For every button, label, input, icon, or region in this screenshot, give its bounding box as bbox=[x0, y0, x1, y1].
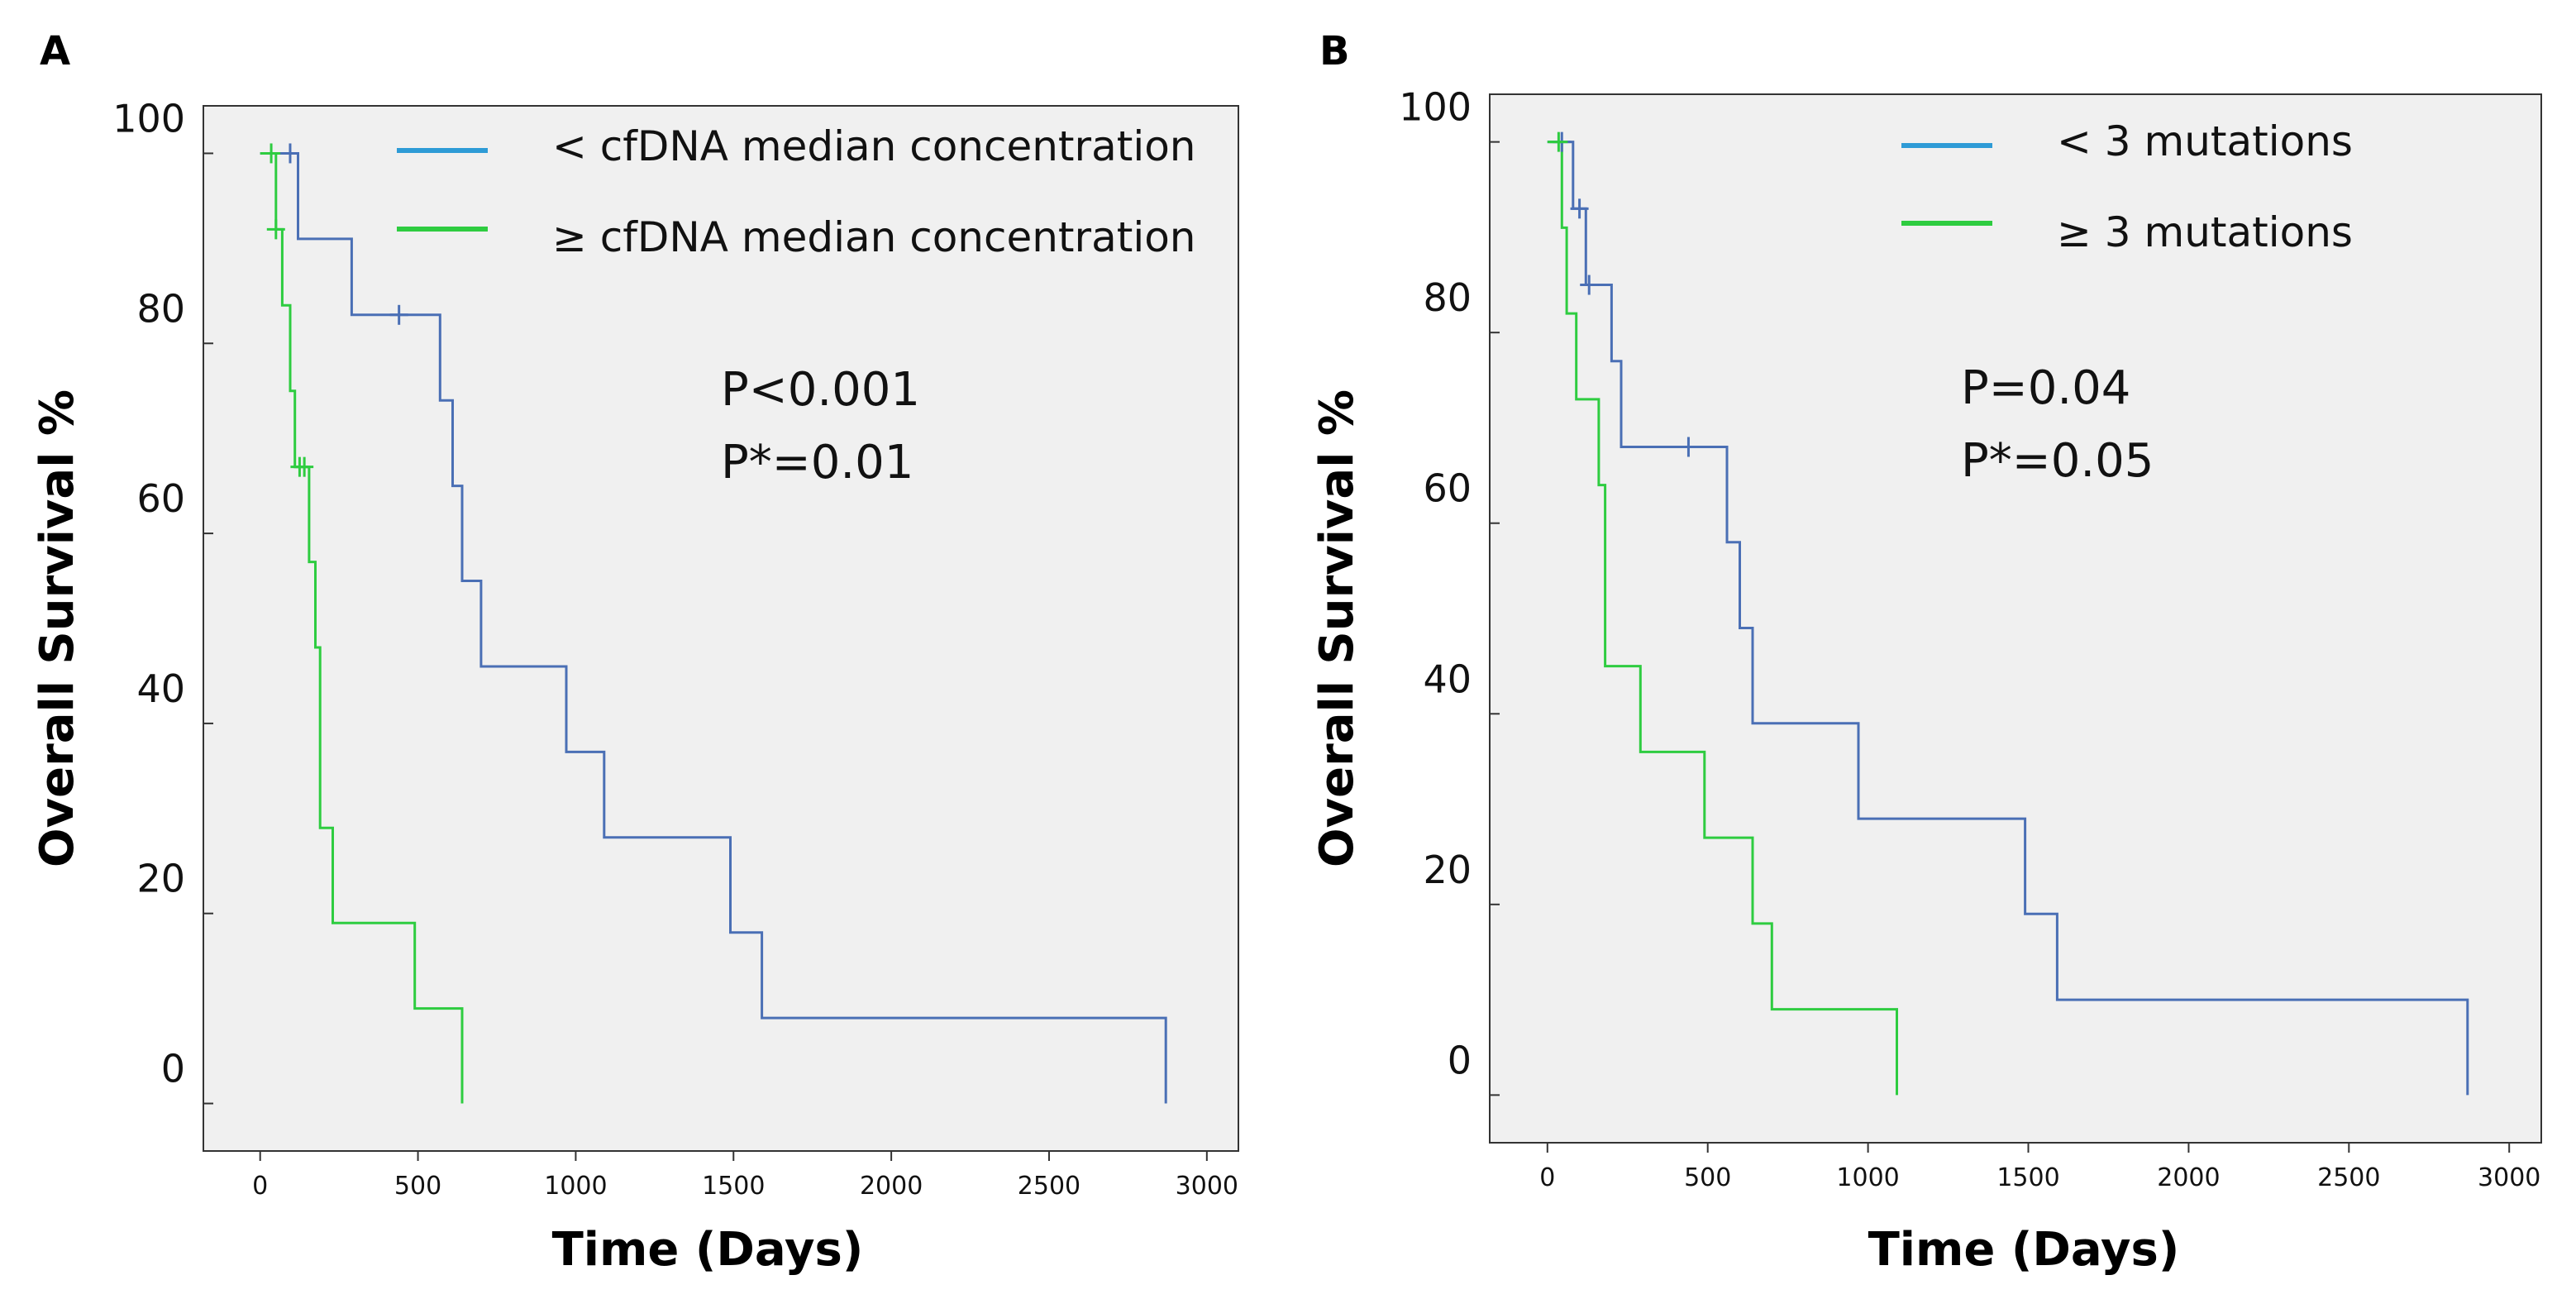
x-tick-label-a-3: 1500 bbox=[702, 1172, 765, 1201]
legend-a: < cfDNA median concentration ≥ cfDNA med… bbox=[397, 122, 1196, 261]
annotation-b-1: P*=0.05 bbox=[1961, 434, 2154, 488]
x-ticks-b: 0 500 1000 1500 2000 2500 3000 bbox=[1539, 1143, 2540, 1192]
y-ticks-a: 0 20 40 60 80 100 bbox=[112, 96, 213, 1105]
x-axis-label-b: Time (Days) bbox=[1868, 1223, 2180, 1277]
y-tick-label-a-5: 100 bbox=[112, 96, 185, 141]
annotation-a-1: P*=0.01 bbox=[721, 436, 914, 490]
x-tick-label-a-1: 500 bbox=[394, 1172, 441, 1201]
y-ticks-b: 0 20 40 60 80 100 bbox=[1399, 85, 1500, 1096]
censor-mark-a-0-0 bbox=[280, 143, 299, 164]
series-layer-b bbox=[1547, 141, 2469, 1096]
y-tick-label-b-1: 20 bbox=[1423, 848, 1472, 892]
y-tick-label-a-4: 80 bbox=[136, 286, 185, 331]
plot-area-b bbox=[1489, 93, 2542, 1144]
legend-label-a-0: < cfDNA median concentration bbox=[552, 122, 1196, 170]
x-tick-label-b-1: 500 bbox=[1684, 1163, 1731, 1192]
censor-mark-a-1-3 bbox=[295, 456, 314, 477]
y-axis-label-b: Overall Survival % bbox=[1310, 389, 1364, 867]
x-tick-label-b-2: 1000 bbox=[1836, 1163, 1899, 1192]
x-tick-label-a-4: 2000 bbox=[860, 1172, 923, 1201]
y-tick-label-a-0: 0 bbox=[161, 1047, 185, 1091]
x-tick-label-b-5: 2500 bbox=[2317, 1163, 2380, 1192]
y-tick-label-b-0: 0 bbox=[1448, 1038, 1472, 1082]
censor-layer-b bbox=[1549, 131, 1698, 457]
legend-label-a-1: ≥ cfDNA median concentration bbox=[552, 213, 1196, 261]
y-axis-label-a: Overall Survival % bbox=[31, 389, 84, 867]
censor-mark-a-1-1 bbox=[266, 219, 285, 240]
x-axis-label-a: Time (Days) bbox=[552, 1223, 864, 1277]
censor-mark-b-1-0 bbox=[1549, 131, 1568, 152]
x-tick-label-a-6: 3000 bbox=[1176, 1172, 1238, 1201]
y-tick-label-a-2: 40 bbox=[136, 666, 185, 711]
legend-label-b-1: ≥ 3 mutations bbox=[2057, 208, 2353, 256]
y-tick-label-b-5: 100 bbox=[1399, 85, 1472, 130]
annotation-a-0: P<0.001 bbox=[721, 363, 920, 417]
plot-area-a bbox=[203, 105, 1239, 1152]
x-tick-label-b-6: 3000 bbox=[2478, 1163, 2540, 1192]
y-tick-label-a-3: 60 bbox=[136, 476, 185, 521]
panel-label-b: B bbox=[1319, 28, 1350, 74]
series-line-b-0 bbox=[1547, 141, 2469, 1096]
legend-b: < 3 mutations ≥ 3 mutations bbox=[1901, 117, 2353, 256]
series-line-b-1 bbox=[1547, 141, 1898, 1096]
x-tick-label-b-4: 2000 bbox=[2157, 1163, 2220, 1192]
panel-label-a: A bbox=[40, 28, 70, 74]
censor-mark-b-0-3 bbox=[1679, 437, 1698, 457]
x-tick-label-b-3: 1500 bbox=[1996, 1163, 2059, 1192]
y-tick-label-b-2: 40 bbox=[1423, 657, 1472, 701]
annotation-b-0: P=0.04 bbox=[1961, 361, 2130, 415]
x-ticks-a: 0 500 1000 1500 2000 2500 3000 bbox=[252, 1151, 1238, 1201]
y-tick-label-b-4: 80 bbox=[1423, 275, 1472, 320]
series-layer-a bbox=[260, 152, 1167, 1104]
x-tick-label-a-2: 1000 bbox=[544, 1172, 607, 1201]
censor-layer-a bbox=[262, 143, 408, 477]
y-tick-label-b-3: 60 bbox=[1423, 466, 1472, 511]
censor-mark-b-0-1 bbox=[1570, 198, 1589, 219]
x-tick-label-a-0: 0 bbox=[252, 1172, 268, 1201]
censor-mark-a-1-0 bbox=[262, 143, 281, 164]
censor-mark-b-0-2 bbox=[1580, 275, 1599, 295]
legend-label-b-0: < 3 mutations bbox=[2057, 117, 2353, 165]
censor-mark-a-0-1 bbox=[389, 304, 408, 325]
series-line-a-0 bbox=[260, 152, 1167, 1104]
y-tick-label-a-1: 20 bbox=[136, 857, 185, 901]
series-line-a-1 bbox=[260, 152, 464, 1104]
x-tick-label-b-0: 0 bbox=[1539, 1163, 1555, 1192]
x-tick-label-a-5: 2500 bbox=[1018, 1172, 1080, 1201]
